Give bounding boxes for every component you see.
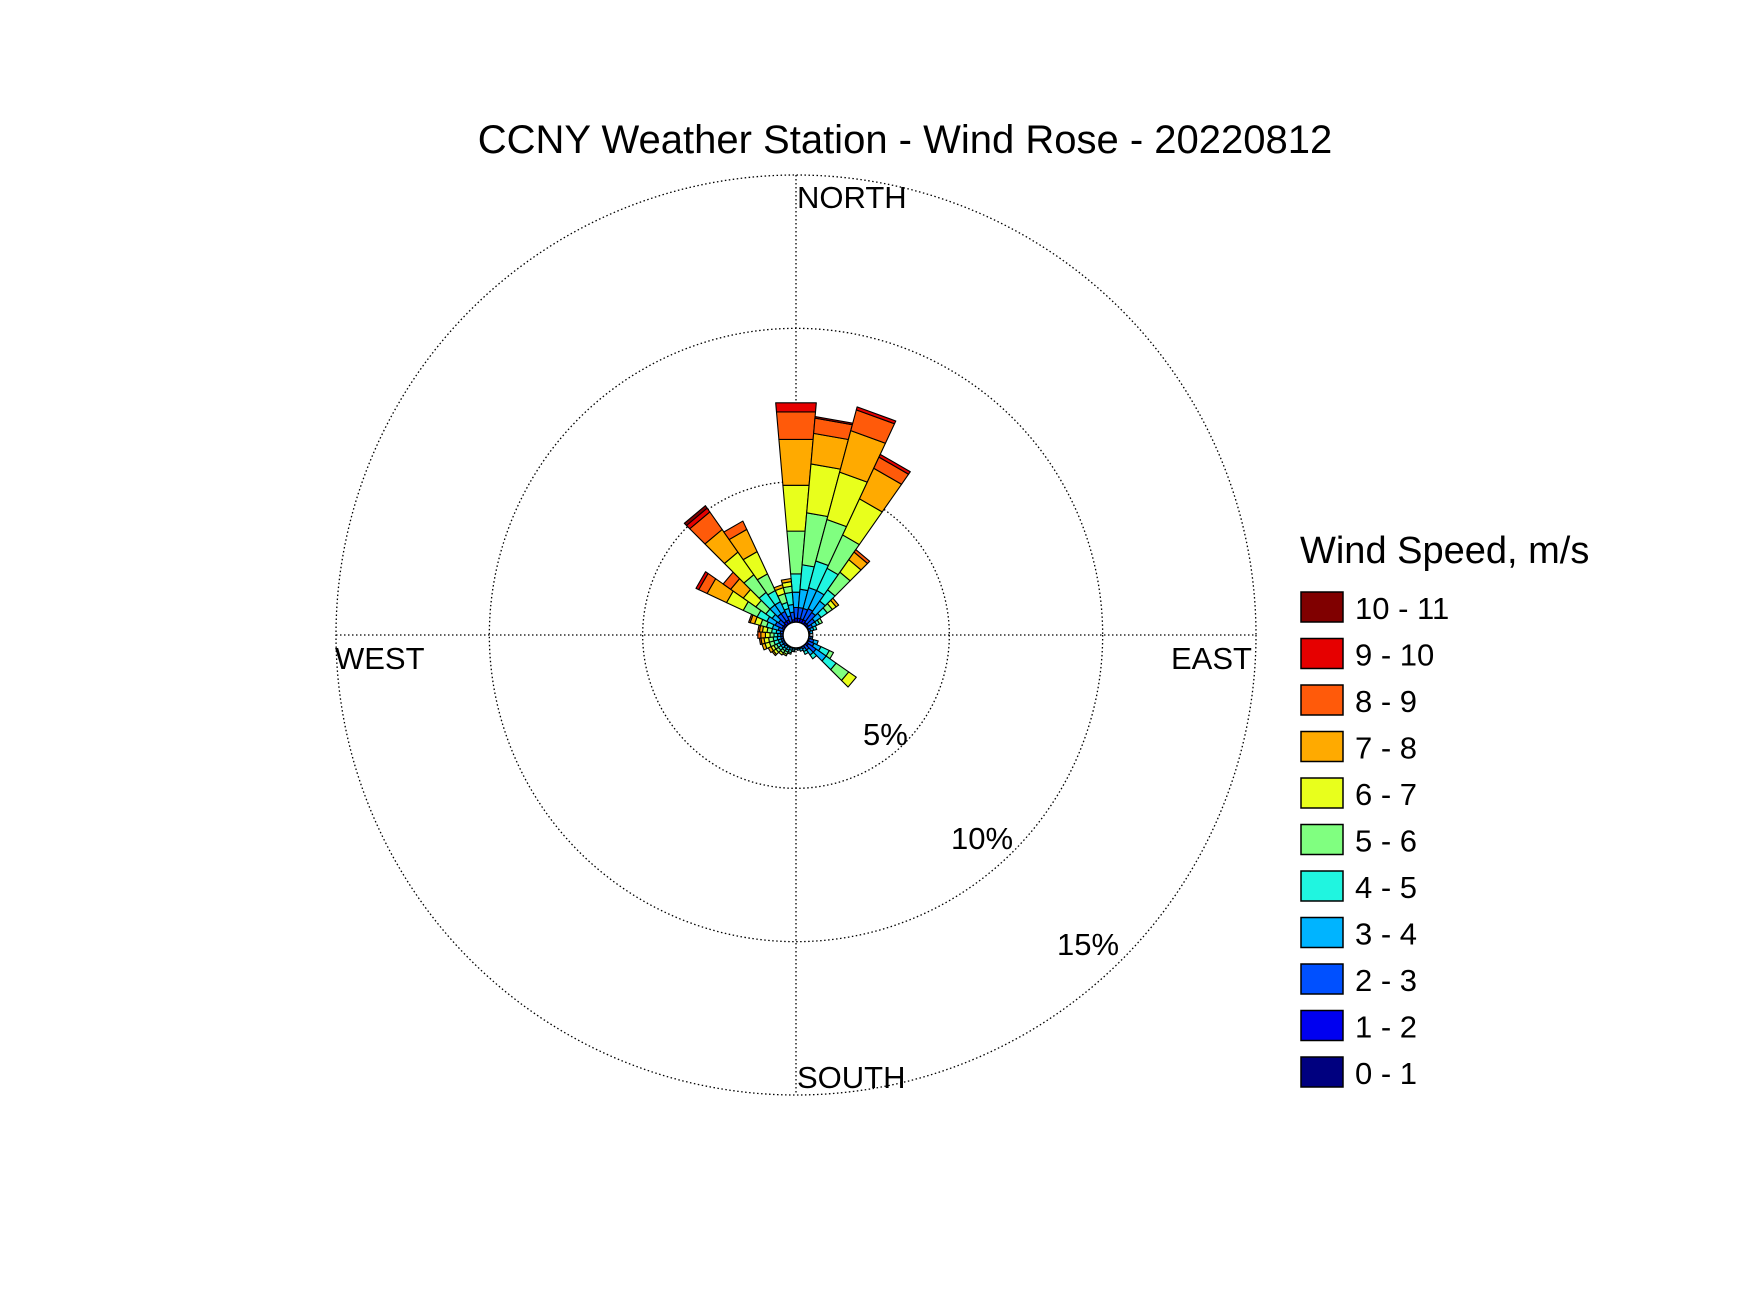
legend-label-9: 1 - 2 <box>1355 1010 1417 1045</box>
wind-bar-dir0-bin9 <box>775 402 817 413</box>
radial-tick-label-5: 5% <box>863 717 908 752</box>
wind-bar-dir320-bin10 <box>683 505 708 527</box>
legend-label-1: 9 - 10 <box>1355 638 1434 673</box>
wind-bar-dir40-bin8 <box>853 549 871 564</box>
wind-bar-dir50-bin7 <box>830 597 840 608</box>
direction-label-south: SOUTH <box>797 1060 906 1095</box>
wind-bar-dir350-bin7 <box>780 577 792 584</box>
wind-bar-dir130-bin6 <box>840 671 857 688</box>
wind-bar-dir170-bin3 <box>796 647 801 651</box>
legend-items: 10 - 11 9 - 10 8 - 9 7 - 8 6 - 7 5 - 6 4 - 5 3 … <box>1300 591 1449 1091</box>
wind-bar-dir260-bin8 <box>758 637 763 646</box>
direction-label-north: NORTH <box>797 180 907 215</box>
wind-bar-dir150-bin4 <box>803 649 809 656</box>
legend-swatch-10 <box>1300 1056 1344 1088</box>
wind-bar-dir0-bin7 <box>778 438 814 486</box>
direction-label-west: WEST <box>335 641 425 676</box>
wind-bar-dir300-bin9 <box>695 571 709 591</box>
legend-label-8: 2 - 3 <box>1355 963 1417 998</box>
legend-swatch-8 <box>1300 963 1344 995</box>
legend-swatch-2 <box>1300 684 1344 716</box>
wind-bar-dir80-bin3 <box>809 630 814 635</box>
wind-bar-dir330-bin8 <box>723 520 748 541</box>
wind-bar-dir0-bin8 <box>775 411 817 441</box>
legend-label-2: 8 - 9 <box>1355 684 1417 719</box>
legend-label-7: 3 - 4 <box>1355 917 1417 952</box>
legend-title: Wind Speed, m/s <box>1300 530 1589 572</box>
wind-bar-dir280-bin8 <box>757 624 762 633</box>
chart-title: CCNY Weather Station - Wind Rose - 20220… <box>478 118 1333 162</box>
wind-bar-dir70-bin4 <box>812 625 818 631</box>
direction-label-east: EAST <box>1171 641 1252 676</box>
legend-swatch-7 <box>1300 916 1344 949</box>
wind-bar-dir160-bin3 <box>799 647 804 652</box>
wind-bar-dir270-bin8 <box>757 631 762 639</box>
legend-label-0: 10 - 11 <box>1355 591 1449 626</box>
wind-bar-dir60-bin5 <box>816 617 823 625</box>
legend-swatch-3 <box>1300 730 1344 763</box>
wind-bar-dir20-bin9 <box>855 406 897 425</box>
legend-label-4: 6 - 7 <box>1355 777 1417 812</box>
wind-bar-dir30-bin9 <box>878 453 911 475</box>
legend-swatch-5 <box>1300 823 1344 856</box>
wind-bar-dir140-bin4 <box>809 651 818 660</box>
center-hole <box>782 621 810 649</box>
legend-swatch-0 <box>1300 591 1344 623</box>
radial-tick-label-15: 15% <box>1057 927 1119 962</box>
wind-bar-dir270-bin7 <box>760 631 766 639</box>
legend-label-10: 0 - 1 <box>1355 1056 1417 1091</box>
legend-swatch-9 <box>1300 1009 1344 1042</box>
legend-swatch-4 <box>1300 777 1344 809</box>
legend-label-5: 5 - 6 <box>1355 824 1417 859</box>
legend: Wind Speed, m/s 10 - 11 9 - 10 8 - 9 7 - 8 6… <box>1300 530 1589 1091</box>
radial-tick-label-10: 10% <box>951 821 1013 856</box>
legend-label-3: 7 - 8 <box>1355 731 1417 766</box>
legend-swatch-6 <box>1300 870 1344 902</box>
legend-label-6: 4 - 5 <box>1355 870 1417 905</box>
legend-swatch-1 <box>1300 637 1344 670</box>
